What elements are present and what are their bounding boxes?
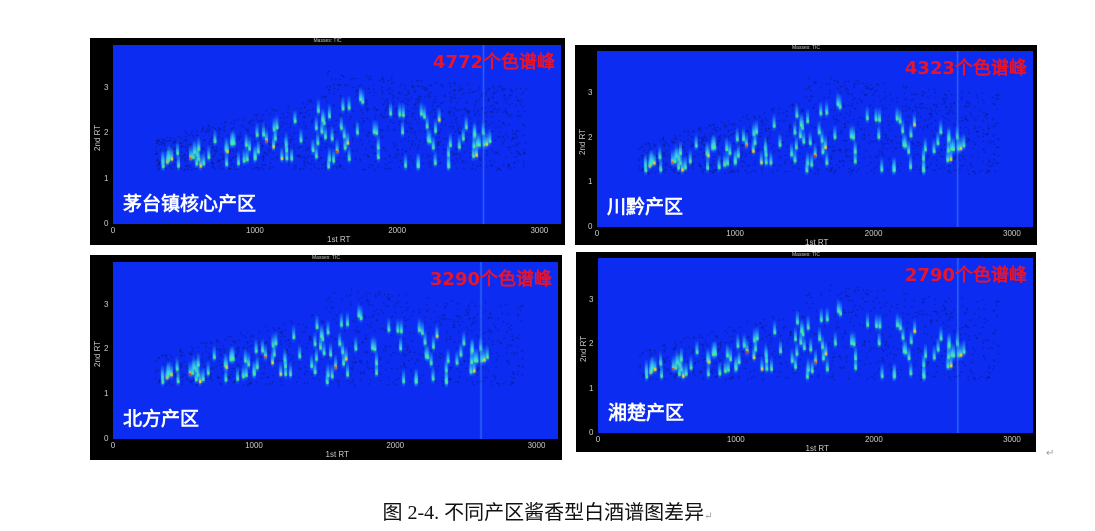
y-tick-label: 2: [104, 128, 109, 138]
heatmap-plot: 4772个色谱峰 茅台镇核心产区: [113, 45, 561, 224]
x-tick-label: 2000: [386, 441, 405, 450]
y-tick-label: 2: [104, 344, 109, 354]
x-tick-label: 2000: [388, 226, 407, 235]
chromatogram-panel: Masses: TIC 4323个色谱峰 川黔产区 1st RT 2nd RT 0…: [575, 45, 1037, 247]
region-label: 茅台镇核心产区: [123, 193, 257, 215]
peak-heatmap: [598, 258, 1033, 433]
y-tick-label: 1: [104, 389, 109, 399]
peak-heatmap: [597, 51, 1033, 227]
caption-text: 图 2-4. 不同产区酱香型白酒谱图差异: [382, 502, 705, 524]
y-axis-label: 2nd RT: [579, 335, 588, 362]
y-tick-label: 3: [104, 83, 109, 93]
x-tick-label: 3000: [530, 226, 549, 235]
x-tick-label: 0: [594, 229, 600, 238]
chromatogram-panel: Masses: TIC 2790个色谱峰 湘楚产区 1st RT 2nd RT 0…: [576, 252, 1036, 453]
x-tick-label: 3000: [1003, 435, 1021, 444]
figure-caption: 图 2-4. 不同产区酱香型白酒谱图差异↵: [0, 496, 1095, 525]
y-tick-label: 3: [589, 295, 594, 305]
y-tick-label: 1: [104, 173, 109, 183]
region-label: 川黔产区: [607, 196, 684, 218]
x-axis-label: 1st RT: [327, 235, 351, 244]
peak-heatmap: [113, 262, 558, 439]
y-tick-label: 0: [588, 222, 593, 231]
x-tick-label: 1000: [726, 435, 745, 444]
y-tick-label: 0: [104, 219, 109, 228]
x-tick-label: 0: [110, 226, 116, 235]
region-label: 湘楚产区: [608, 402, 685, 424]
paragraph-mark: ↵: [1046, 448, 1055, 459]
paragraph-mark: ↵: [704, 511, 713, 522]
y-tick-label: 1: [588, 177, 593, 187]
peak-count: 4772个色谱峰: [432, 52, 555, 73]
x-tick-label: 1000: [245, 441, 263, 450]
region-label: 北方产区: [123, 408, 200, 430]
x-tick-label: 0: [110, 441, 116, 450]
y-axis-label: 2nd RT: [93, 124, 102, 151]
masses-label: Masses: TIC: [792, 45, 820, 51]
y-axis-label: 2nd RT: [93, 340, 102, 367]
y-tick-label: 2: [589, 339, 594, 349]
peak-count: 3290个色谱峰: [429, 269, 552, 290]
masses-label: Masses: TIC: [792, 252, 820, 258]
masses-label: Masses: TIC: [312, 255, 340, 261]
peak-count: 4323个色谱峰: [904, 58, 1027, 79]
x-axis-label: 1st RT: [805, 444, 829, 453]
y-tick-label: 2: [588, 132, 593, 142]
x-tick-label: 0: [595, 435, 601, 444]
y-tick-label: 1: [589, 383, 594, 393]
y-axis-label: 2nd RT: [578, 128, 587, 155]
x-tick-label: 2000: [864, 229, 883, 238]
x-axis-label: 1st RT: [325, 450, 349, 459]
y-tick-label: 3: [104, 299, 109, 309]
y-tick-label: 0: [589, 428, 594, 437]
y-tick-label: 0: [104, 434, 109, 443]
masses-label: Masses: TIC: [313, 38, 342, 44]
heatmap-plot: 3290个色谱峰 北方产区: [113, 262, 558, 439]
x-tick-label: 1000: [726, 229, 744, 238]
x-tick-label: 1000: [246, 226, 264, 235]
x-axis-label: 1st RT: [805, 238, 829, 247]
chromatogram-panel: Masses: TIC 4772个色谱峰 茅台镇核心产区 1st RT 2nd …: [90, 38, 565, 245]
x-tick-label: 3000: [1003, 229, 1021, 238]
peak-heatmap: [113, 45, 561, 224]
y-tick-label: 3: [588, 88, 593, 98]
heatmap-plot: 4323个色谱峰 川黔产区: [597, 51, 1033, 227]
chromatogram-panel: Masses: TIC 3290个色谱峰 北方产区 1st RT 2nd RT 0…: [90, 255, 562, 460]
x-tick-label: 3000: [527, 441, 546, 450]
peak-count: 2790个色谱峰: [904, 265, 1027, 286]
heatmap-plot: 2790个色谱峰 湘楚产区: [598, 258, 1033, 433]
x-tick-label: 2000: [864, 435, 883, 444]
